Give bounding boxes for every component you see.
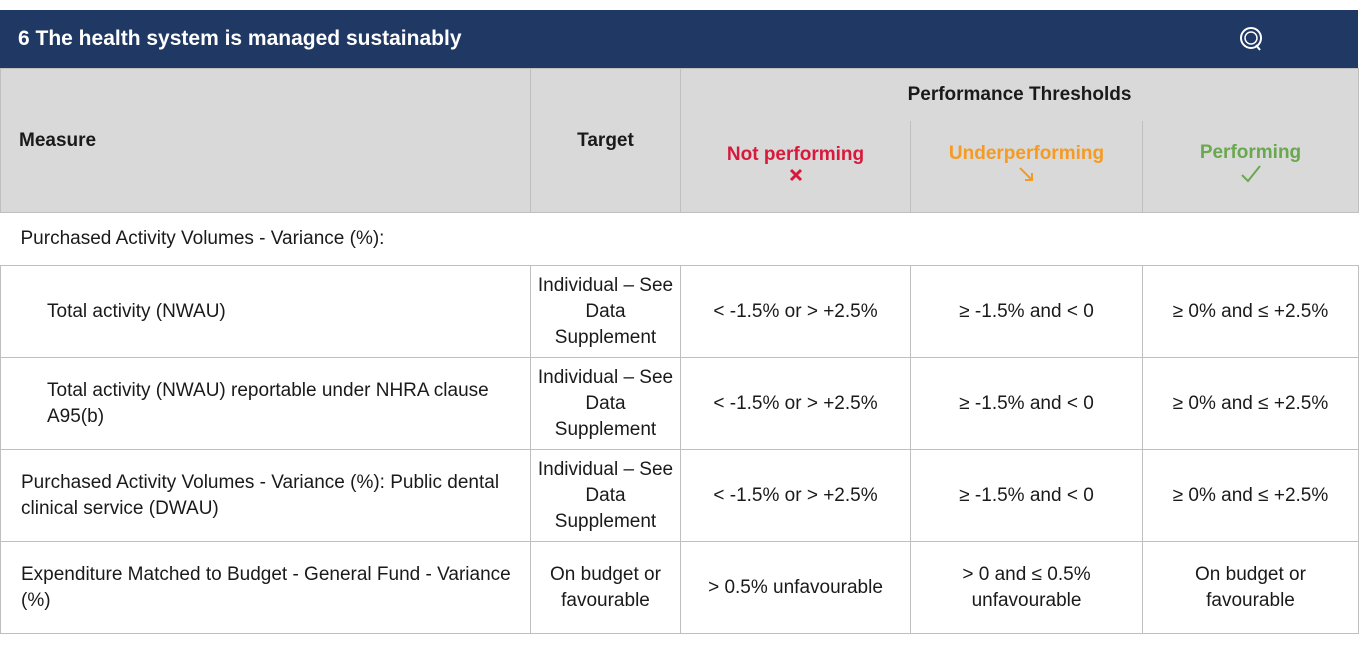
measure-cell: Expenditure Matched to Budget - General … [0,541,531,634]
performing-cell: ≥ 0% and ≤ +2.5% [1142,265,1359,358]
measures-table: Measure Target Performance Thresholds No… [0,68,1359,634]
measure-row: Expenditure Matched to Budget - General … [0,541,1359,634]
arrow-icon [1018,167,1033,182]
title-bar: 6 The health system is managed sustainab… [0,10,1358,68]
section-row: Purchased Activity Volumes - Variance (%… [0,212,1359,266]
measure-row: Total activity (NWAU) Individual – See Da… [0,265,1359,358]
section-label: Purchased Activity Volumes - Variance (%… [0,212,1359,266]
performing-cell: ≥ 0% and ≤ +2.5% [1142,449,1359,542]
title: 6 The health system is managed sustainab… [18,27,462,50]
measure-row: Total activity (NWAU) reportable under N… [0,357,1359,450]
underperforming-cell: > 0 and ≤ 0.5% unfavourable [910,541,1143,634]
underperforming-cell: ≥ -1.5% and < 0 [910,265,1143,358]
label: Performing [1199,142,1302,164]
header-target: Target [530,68,681,213]
header-not-performing: Not performing [680,120,911,213]
target-cell: Individual – See Data Supplement [530,449,681,542]
label: Underperforming [948,143,1105,165]
not-performing-cell: > 0.5% unfavourable [680,541,911,634]
group-header: Performance Thresholds [680,68,1359,121]
cross-icon [789,169,802,182]
header-measure: Measure [0,68,531,213]
target-cell: Individual – See Data Supplement [530,265,681,358]
measure-cell: Purchased Activity Volumes - Variance (%… [0,449,531,542]
performing-cell: ≥ 0% and ≤ +2.5% [1142,357,1359,450]
not-performing-cell: < -1.5% or > +2.5% [680,357,911,450]
not-performing-cell: < -1.5% or > +2.5% [680,265,911,358]
table-body: Purchased Activity Volumes - Variance (%… [0,212,1359,634]
underperforming-cell: ≥ -1.5% and < 0 [910,357,1143,450]
label: Not performing [726,144,865,166]
target-cell: On budget or favourable [530,541,681,634]
check-icon [1240,165,1261,183]
icon [1240,27,1262,51]
not-performing-cell: < -1.5% or > +2.5% [680,449,911,542]
target-cell: Individual – See Data Supplement [530,357,681,450]
measure-cell: Total activity (NWAU) reportable under N… [0,357,531,450]
measure-row: Purchased Activity Volumes - Variance (%… [0,449,1359,542]
header-performing: Performing [1142,120,1359,213]
performing-cell: On budget or favourable [1142,541,1359,634]
measure-cell: Total activity (NWAU) [0,265,531,358]
header-underperforming: Underperforming [910,120,1143,213]
underperforming-cell: ≥ -1.5% and < 0 [910,449,1143,542]
